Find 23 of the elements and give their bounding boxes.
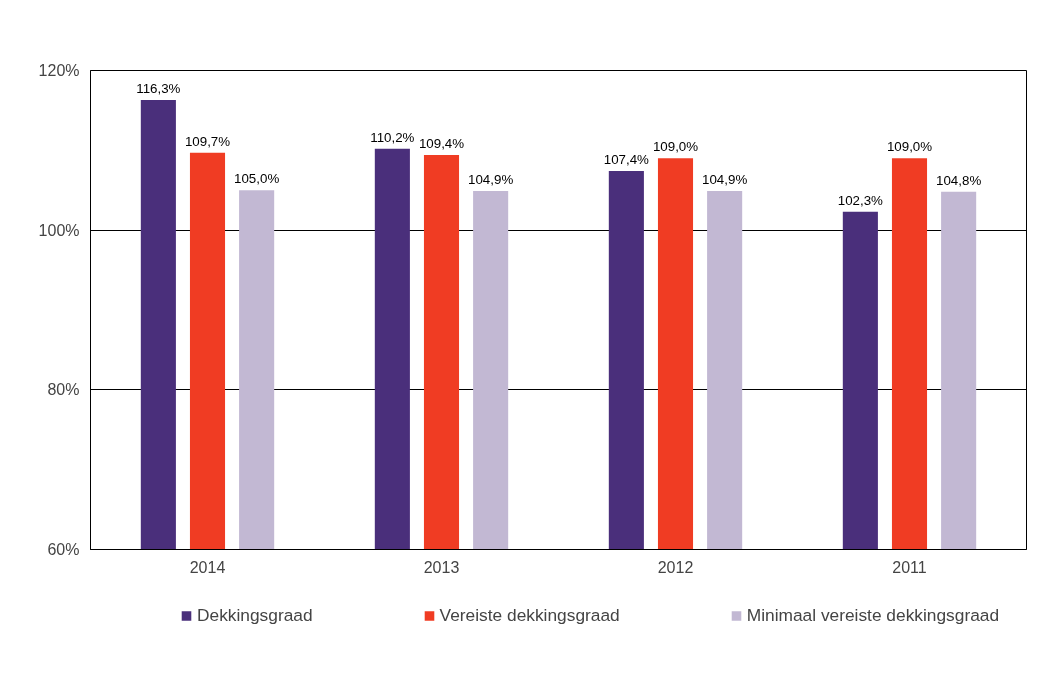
x-tick-label: 2012 (657, 558, 694, 576)
x-tick-label: 2011 (892, 558, 927, 576)
data-label: 107,4% (603, 152, 650, 168)
x-tick-label: 2014 (189, 558, 226, 576)
x-tick-label: 2013 (423, 558, 460, 576)
data-label: 109,4% (418, 136, 465, 152)
legend-label: Dekkingsgraad (197, 604, 313, 626)
data-label: 102,3% (837, 192, 884, 208)
data-label: 109,7% (184, 133, 231, 149)
data-label: 104,9% (468, 172, 514, 188)
data-label: 109,0% (886, 139, 933, 155)
legend-label: Vereiste dekkingsgraad (439, 604, 620, 626)
y-tick-label: 60% (47, 541, 80, 558)
legend-label: Minimaal vereiste dekkingsgraad (746, 604, 1000, 626)
data-label: 110,2% (370, 129, 415, 145)
data-label: 104,9% (702, 172, 748, 188)
y-tick-label: 100% (38, 221, 80, 239)
y-tick-label: 120% (38, 62, 80, 79)
data-label: 105,0% (234, 171, 280, 187)
data-label: 116,3% (136, 81, 181, 97)
data-label: 109,0% (652, 139, 699, 155)
y-tick-label: 80% (47, 381, 80, 399)
data-label: 104,8% (936, 172, 982, 188)
